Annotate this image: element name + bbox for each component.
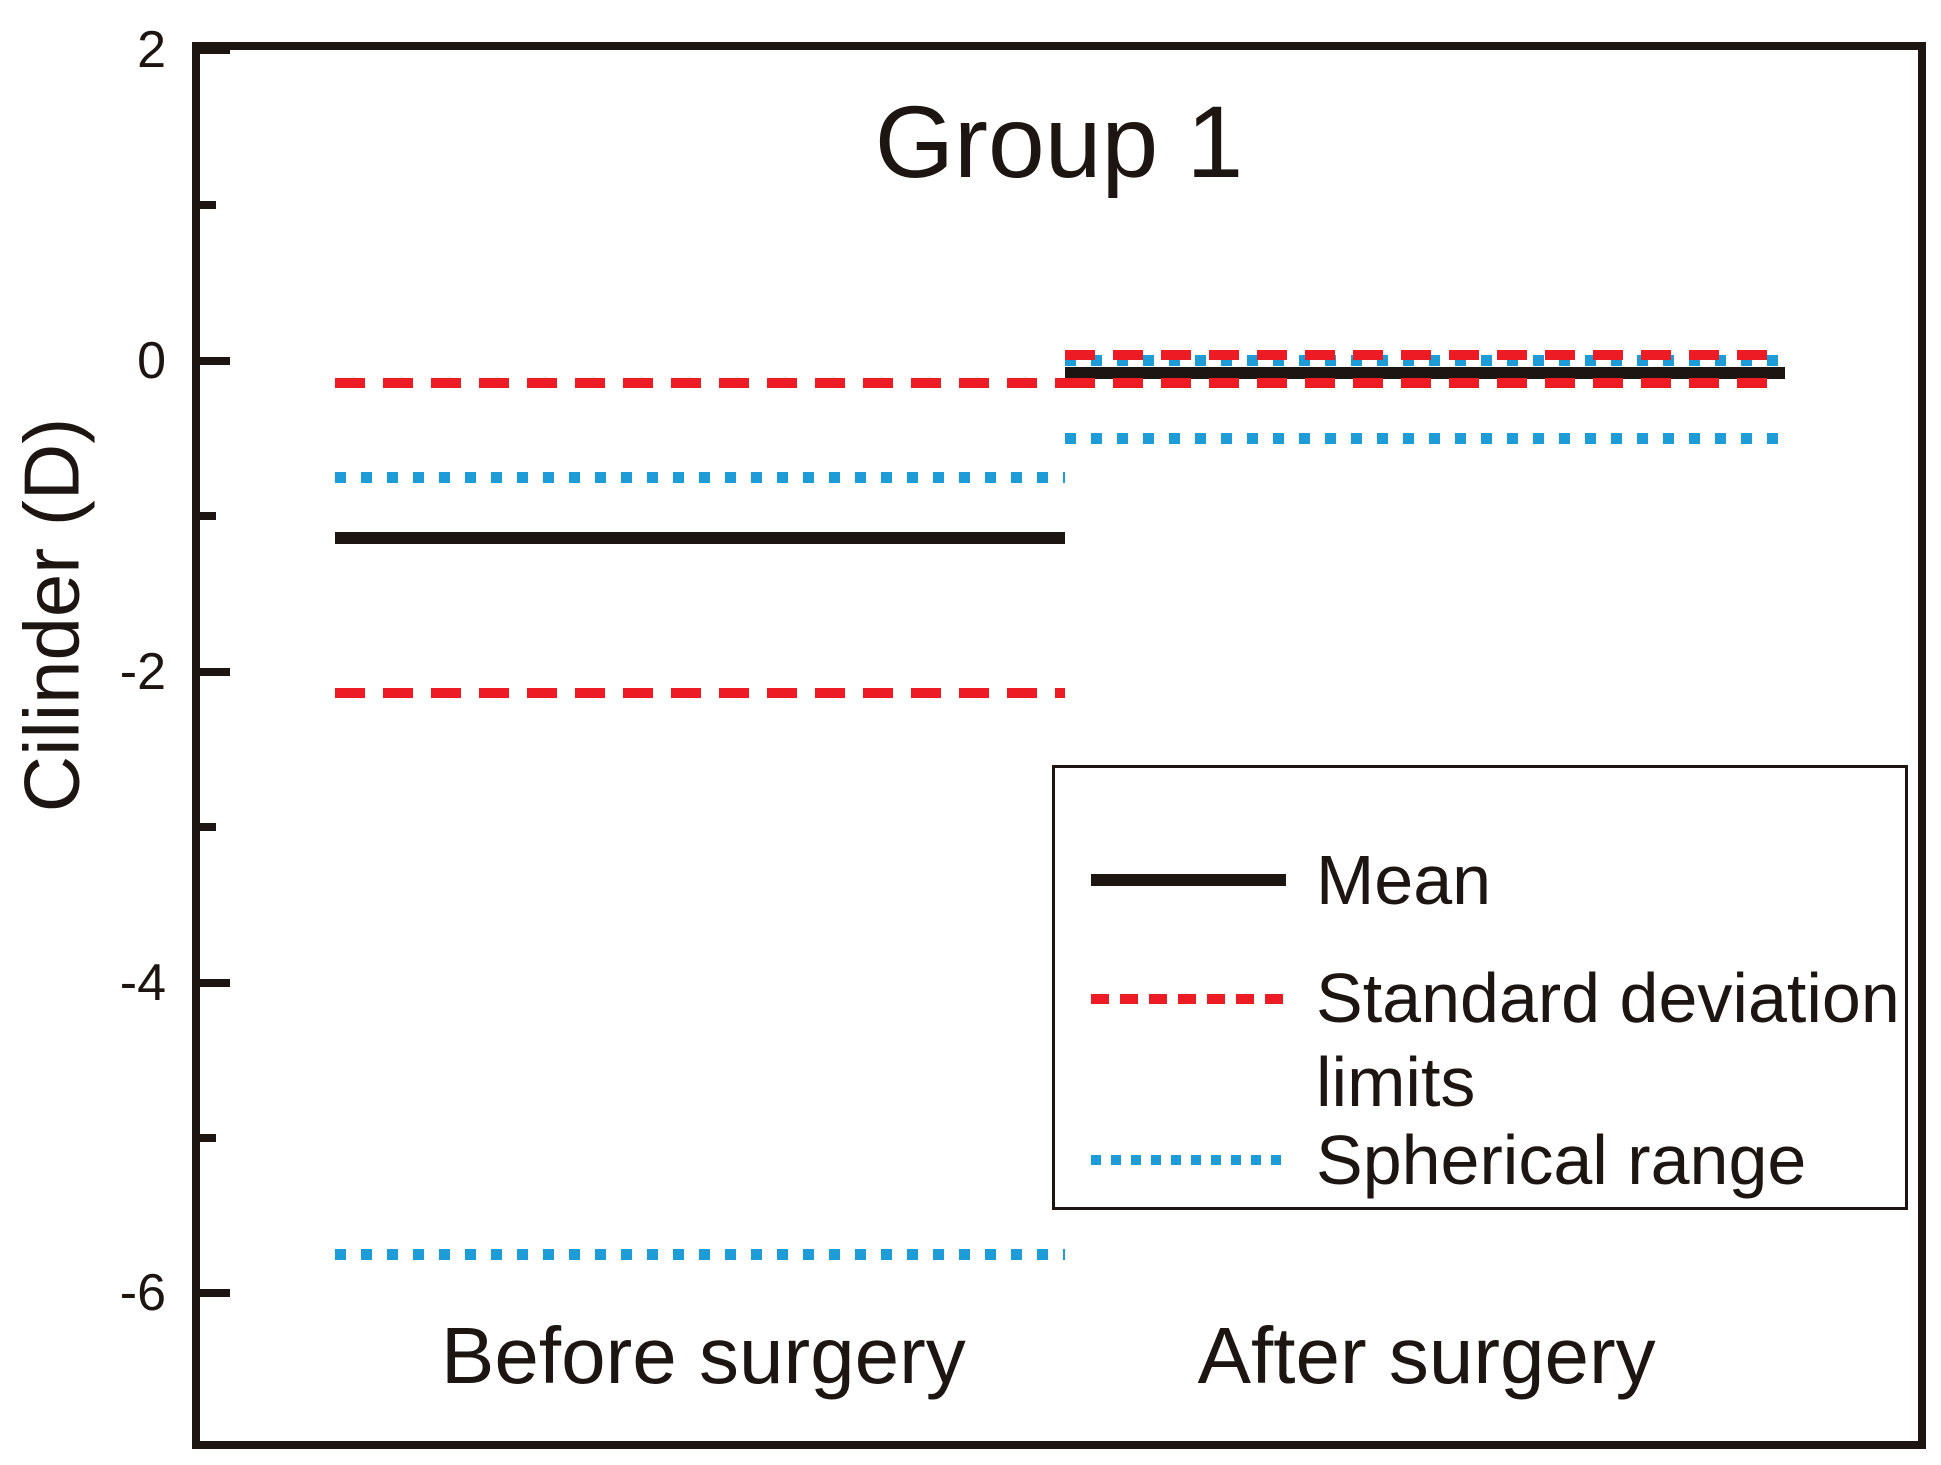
y-tick-label: -6 (119, 1264, 166, 1323)
standard-deviation-upper-limit-line-before-surgery (335, 377, 1065, 388)
dashed-line-sample-icon (1091, 994, 1286, 1004)
standard-deviation-upper-limit-line-after-surgery (1065, 349, 1785, 360)
plot-area: Group 1 Before surgery After surgery Mea… (120, 24, 1926, 1449)
y-axis-major-tick (200, 978, 230, 987)
y-tick-label: -4 (119, 953, 166, 1012)
chart-title: Group 1 (874, 85, 1244, 199)
mean-line-before-surgery (335, 532, 1065, 545)
legend-entry-mean: Mean (1055, 834, 1905, 926)
legend: Mean Standard deviation limits Spherical… (1052, 765, 1908, 1210)
y-axis-minor-tick (200, 1133, 216, 1142)
standard-deviation-lower-limit-line-after-surgery (1065, 377, 1785, 388)
legend-label-spherical-range: Spherical range (1316, 1121, 1807, 1199)
legend-entry-spherical-range: Spherical range (1055, 1114, 1905, 1206)
mean-line-sample-icon (1091, 874, 1286, 886)
legend-label-mean: Mean (1316, 841, 1492, 919)
dotted-line-sample-icon (1091, 1155, 1286, 1165)
spherical-range-lower-line-after-surgery (1065, 433, 1785, 445)
y-tick-label: 0 (137, 331, 166, 390)
y-axis-minor-tick (200, 201, 216, 210)
spherical-range-lower-line-before-surgery (335, 1248, 1065, 1260)
y-axis-major-tick (200, 46, 230, 54)
y-axis-minor-tick (200, 512, 216, 521)
x-category-label-before-surgery: Before surgery (441, 1311, 966, 1400)
mean-line-after-surgery (1065, 367, 1785, 380)
y-axis-major-tick (200, 1289, 230, 1298)
y-tick-label: -2 (119, 642, 166, 701)
legend-entry-standard-deviation-limits: Standard deviation limits (1055, 956, 1905, 1124)
y-tick-label: 2 (137, 21, 166, 79)
legend-label-standard-deviation-limits: Standard deviation limits (1316, 959, 1900, 1121)
spherical-range-upper-line-after-surgery (1065, 355, 1785, 367)
x-category-label-after-surgery: After surgery (1197, 1311, 1656, 1400)
y-axis-major-tick (200, 667, 230, 676)
y-axis-label: Cilinder (D) (7, 417, 96, 813)
y-axis-minor-tick (200, 823, 216, 832)
standard-deviation-lower-limit-line-before-surgery (335, 688, 1065, 699)
y-axis-major-tick (200, 356, 230, 365)
spherical-range-upper-line-before-surgery (335, 471, 1065, 483)
